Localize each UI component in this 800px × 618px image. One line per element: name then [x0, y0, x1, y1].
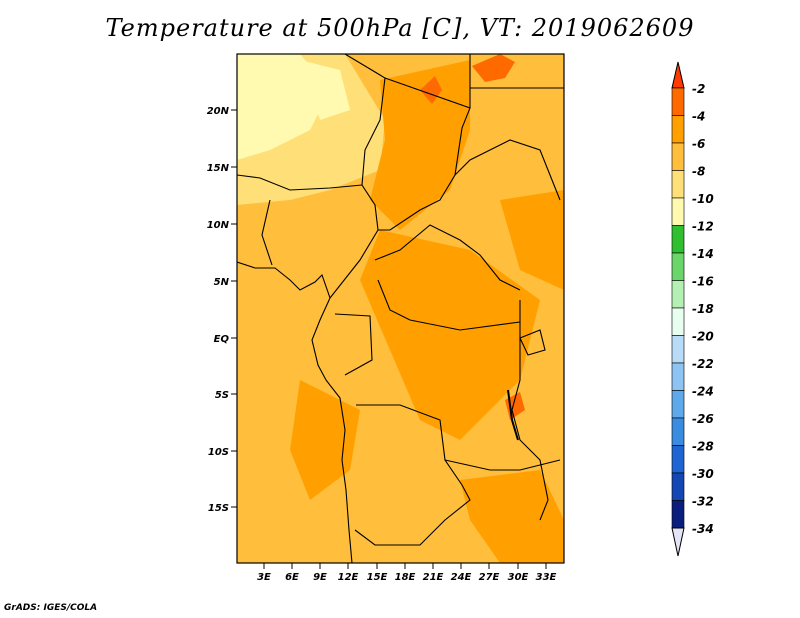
lake-victoria: [519, 329, 546, 356]
colorbar-label-minus-8: -8: [692, 165, 705, 179]
colorbar-swatch-below-minus-34: [671, 527, 685, 557]
region-minus-4-south: [460, 470, 564, 563]
lon-label-18e: 18E: [395, 572, 416, 583]
colorbar-label-minus-2: -2: [692, 82, 705, 96]
boundary-drc-east: [511, 300, 549, 521]
lon-axis: 3E 6E 9E 12E 15E 18E 21E 24E 27E 30E 33E: [257, 563, 557, 583]
boundary-chad-sudan: [378, 77, 471, 231]
colorbar-label-minus-18: -18: [692, 302, 714, 316]
colorbar-swatch-minus-32: [671, 500, 685, 529]
lake-tanganyika: [507, 389, 519, 441]
lat-label-10n: 10N: [207, 220, 230, 231]
colorbar-label-minus-30: -30: [692, 467, 714, 481]
boundary-nigeria-north: [237, 174, 363, 191]
lon-label-6e: 6E: [285, 572, 299, 583]
boundary-car-south: [374, 224, 521, 291]
colorbar-label-minus-22: -22: [692, 357, 714, 371]
region-minus-10-b: [300, 60, 350, 120]
lon-label-15e: 15E: [367, 572, 388, 583]
colorbar-swatch-minus-24: [671, 390, 685, 419]
colorbar-swatch-minus-2: [671, 87, 685, 116]
region-minus-4-north: [370, 60, 470, 230]
colorbar-label-minus-20: -20: [692, 330, 714, 344]
colorbar-label-minus-26: -26: [692, 412, 714, 426]
lon-label-3e: 3E: [257, 572, 271, 583]
region-minus-4-west: [290, 380, 360, 500]
colorbar-swatch-minus-28: [671, 445, 685, 474]
lat-label-5s: 5S: [215, 390, 229, 401]
colorbar: -2 -4 -6 -8 -10 -12 -14 -16 -18 -20 -22 …: [671, 61, 714, 557]
lon-label-33e: 33E: [536, 572, 557, 583]
colorbar-label-minus-10: -10: [692, 192, 714, 206]
colorbar-swatch-minus-26: [671, 417, 685, 446]
colorbar-label-minus-16: -16: [692, 275, 714, 289]
colorbar-label-minus-14: -14: [692, 247, 714, 261]
colorbar-swatch-minus-30: [671, 472, 685, 501]
credit-label: GrADS: IGES/COLA: [4, 603, 98, 613]
lat-label-15n: 15N: [207, 163, 230, 174]
colorbar-label-minus-12: -12: [692, 220, 714, 234]
colorbar-swatch-minus-18: [671, 307, 685, 336]
region-minus-2-north: [420, 76, 442, 104]
colorbar-swatch-minus-4: [671, 115, 685, 144]
boundary-angola: [354, 404, 471, 546]
boundary-benin: [261, 199, 273, 266]
colorbar-label-minus-4: -4: [692, 110, 705, 124]
lon-label-9e: 9E: [313, 572, 327, 583]
colorbar-swatch-minus-14: [671, 252, 685, 281]
lat-label-eq: EQ: [214, 334, 230, 345]
colorbar-swatch-above-minus-2: [671, 61, 685, 89]
lat-axis: 20N 15N 10N 5N EQ 5S 10S 15S: [207, 106, 237, 514]
boundary-gabon-congo: [334, 313, 373, 376]
lat-label-5n: 5N: [214, 277, 230, 288]
boundary-drc-north: [377, 279, 521, 331]
region-minus-2-northeast: [472, 54, 515, 82]
colorbar-label-minus-34: -34: [692, 522, 714, 536]
colorbar-label-minus-28: -28: [692, 440, 714, 454]
lat-label-20n: 20N: [207, 106, 230, 117]
colorbar-swatch-minus-8: [671, 170, 685, 199]
colorbar-swatch-minus-10: [671, 197, 685, 226]
colorbar-swatch-minus-22: [671, 362, 685, 391]
lon-label-30e: 30E: [508, 572, 529, 583]
page-title: Temperature at 500hPa [C], VT: 201906260…: [105, 14, 695, 42]
coastline: [237, 261, 353, 563]
lon-label-12e: 12E: [338, 572, 359, 583]
lon-label-27e: 27E: [479, 572, 500, 583]
lon-label-21e: 21E: [423, 572, 444, 583]
lon-label-24e: 24E: [451, 572, 472, 583]
colorbar-label-minus-24: -24: [692, 385, 714, 399]
boundary-zambia: [444, 459, 561, 471]
colorbar-label-minus-6: -6: [692, 137, 705, 151]
colorbar-swatch-minus-6: [671, 142, 685, 171]
region-minus-4-central: [360, 230, 540, 440]
lat-label-15s: 15S: [208, 503, 229, 514]
colorbar-swatch-minus-20: [671, 335, 685, 364]
colorbar-swatch-minus-16: [671, 280, 685, 309]
region-minus-10: [237, 54, 330, 160]
region-minus-4-east: [500, 190, 564, 290]
temperature-field: [237, 54, 564, 563]
lat-label-10s: 10S: [208, 447, 229, 458]
colorbar-label-minus-32: -32: [692, 495, 714, 509]
map-frame: [236, 53, 565, 564]
boundary-sudan-east: [454, 139, 561, 201]
country-boundaries: [237, 54, 564, 563]
colorbar-swatch-minus-12: [671, 225, 685, 254]
